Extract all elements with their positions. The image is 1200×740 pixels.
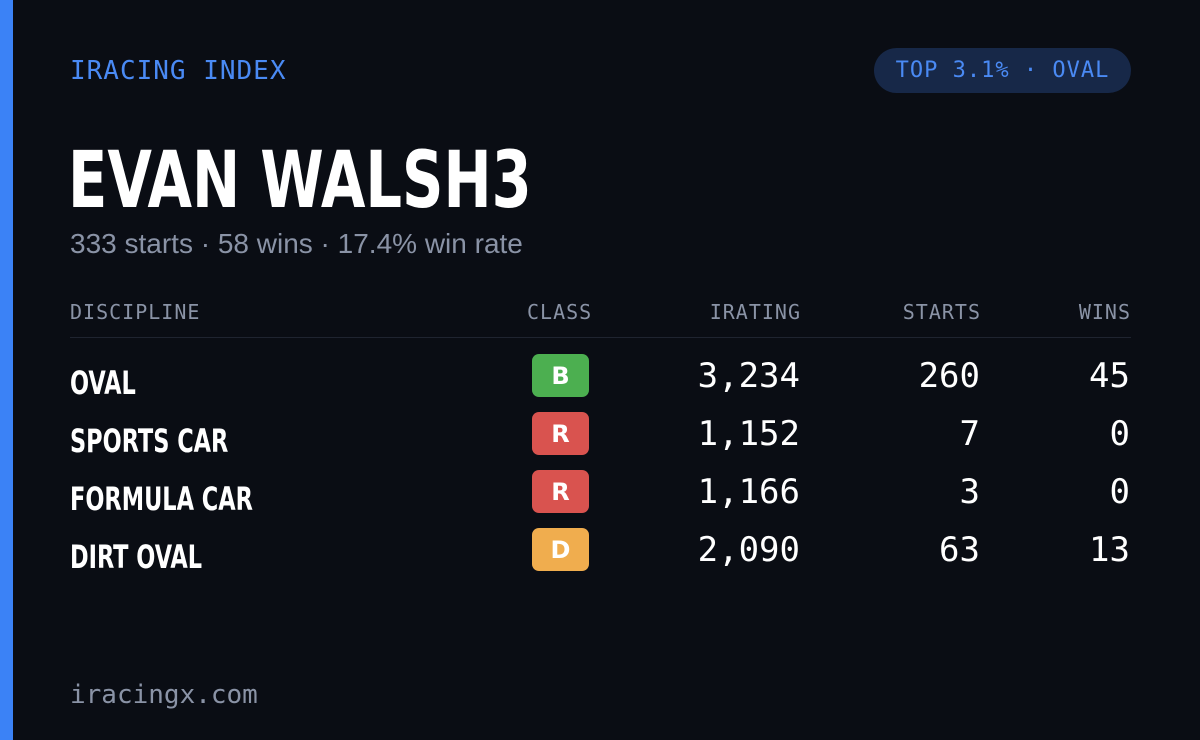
- discipline-name: DIRT OVAL: [70, 538, 203, 576]
- discipline-name: SPORTS CAR: [70, 422, 229, 460]
- table-row: OVAL B 3,234 260 45: [70, 354, 1131, 412]
- discipline-name: OVAL: [70, 364, 136, 402]
- starts-value: 260: [918, 356, 980, 396]
- irating-value: 1,152: [697, 414, 800, 454]
- irating-value: 3,234: [697, 356, 800, 396]
- table-row: FORMULA CAR R 1,166 3 0: [70, 470, 1131, 528]
- wins-value: 0: [1109, 472, 1130, 512]
- class-chip: D: [532, 528, 589, 571]
- header-wins: WINS: [1078, 300, 1131, 324]
- site-link[interactable]: iracingx.com: [70, 680, 258, 710]
- header-discipline: DISCIPLINE: [70, 300, 201, 324]
- wins-value: 0: [1109, 414, 1130, 454]
- table-row: SPORTS CAR R 1,152 7 0: [70, 412, 1131, 470]
- table-header: DISCIPLINE CLASS IRATING STARTS WINS: [70, 300, 1131, 338]
- accent-bar: [0, 0, 13, 740]
- class-chip: R: [532, 470, 589, 513]
- irating-value: 1,166: [697, 472, 800, 512]
- starts-value: 63: [939, 530, 980, 570]
- class-chip: B: [532, 354, 589, 397]
- header-starts: STARTS: [902, 300, 981, 324]
- wins-value: 45: [1089, 356, 1130, 396]
- brand-label: IRACING INDEX: [70, 56, 287, 86]
- irating-value: 2,090: [697, 530, 800, 570]
- driver-summary: 333 starts · 58 wins · 17.4% win rate: [70, 228, 523, 259]
- wins-value: 13: [1089, 530, 1130, 570]
- class-chip: R: [532, 412, 589, 455]
- driver-name: EVAN WALSH3: [68, 136, 532, 226]
- header-class: CLASS: [527, 300, 593, 324]
- discipline-name: FORMULA CAR: [70, 480, 253, 518]
- starts-value: 7: [959, 414, 980, 454]
- table-row: DIRT OVAL D 2,090 63 13: [70, 528, 1131, 586]
- starts-value: 3: [959, 472, 980, 512]
- rank-badge: TOP 3.1% · OVAL: [874, 48, 1131, 93]
- header-irating: IRATING: [709, 300, 801, 324]
